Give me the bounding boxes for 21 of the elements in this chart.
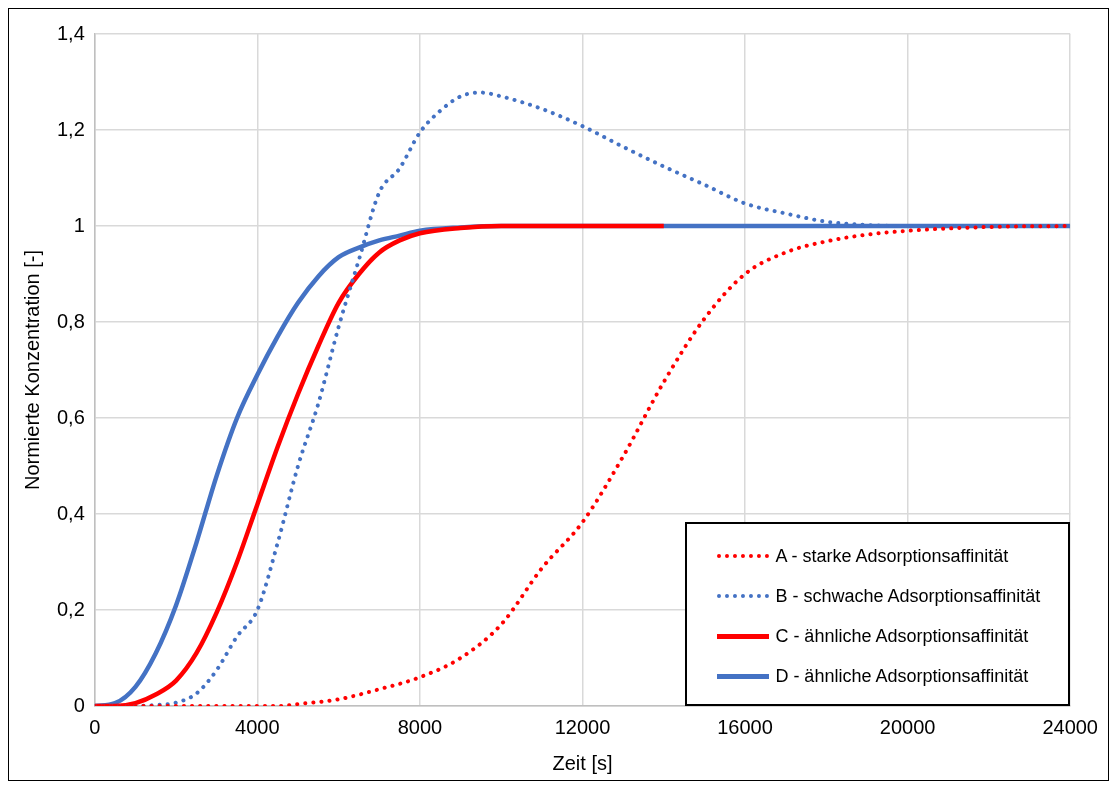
- y-tick-label: 1: [73, 213, 85, 236]
- y-tick-label: 1,4: [56, 21, 85, 44]
- legend-label: C - ähnliche Adsorptionsaffinität: [775, 625, 1029, 647]
- x-tick-label: 20000: [879, 715, 936, 738]
- legend-label: A - starke Adsorptionsaffinität: [775, 545, 1009, 567]
- x-tick-label: 24000: [1042, 715, 1098, 738]
- legend-label: D - ähnliche Adsorptionsaffinität: [775, 665, 1029, 687]
- legend-label: B - schwache Adsorptionsaffinität: [775, 585, 1041, 607]
- y-tick-label: 0,4: [56, 501, 85, 524]
- y-tick-label: 0,2: [56, 597, 85, 620]
- x-tick-label: 8000: [397, 715, 443, 738]
- y-tick-label: 1,2: [56, 117, 85, 140]
- x-tick-label: 12000: [554, 715, 611, 738]
- y-axis-title: Normierte Konzentration [-]: [20, 249, 43, 491]
- x-axis-title: Zeit [s]: [552, 751, 613, 774]
- y-tick-label: 0,6: [56, 405, 85, 428]
- x-tick-label: 0: [89, 715, 101, 738]
- x-tick-label: 4000: [235, 715, 280, 738]
- y-tick-label: 0: [73, 693, 85, 716]
- x-tick-label: 16000: [717, 715, 773, 738]
- y-tick-label: 0,8: [56, 309, 85, 332]
